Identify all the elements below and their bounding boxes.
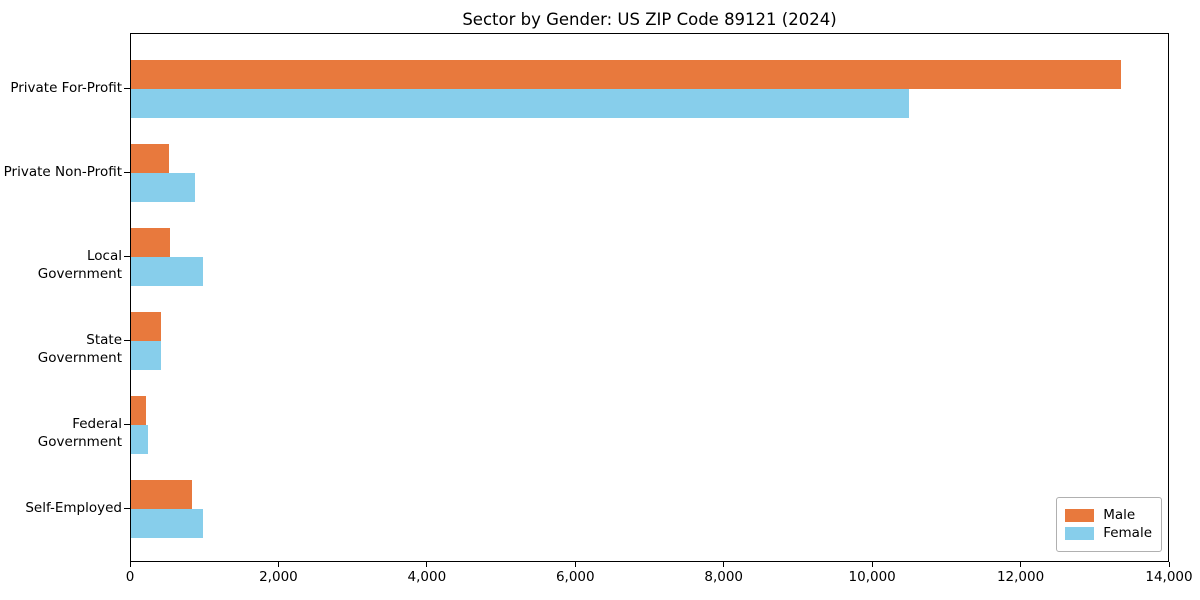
ytick-mark-federal-government bbox=[124, 424, 130, 425]
ytick-label-private-non-profit: Private Non-Profit bbox=[3, 164, 122, 180]
bar-female-federal-government bbox=[131, 425, 148, 454]
ytick-label-local-government: Local Government bbox=[37, 248, 122, 282]
chart-title: Sector by Gender: US ZIP Code 89121 (202… bbox=[462, 10, 837, 29]
xtick-label-10000: 10,000 bbox=[848, 569, 896, 585]
legend: Male Female bbox=[1056, 497, 1162, 552]
xtick-label-0: 0 bbox=[125, 569, 135, 585]
ytick-mark-self-employed bbox=[124, 508, 130, 509]
ytick-label-state-government: State Government bbox=[37, 332, 122, 366]
xtick-label-4000: 4,000 bbox=[407, 569, 447, 585]
legend-swatch-male bbox=[1065, 509, 1095, 522]
ytick-mark-state-government bbox=[124, 340, 130, 341]
bar-male-local-government bbox=[131, 228, 170, 257]
legend-swatch-female bbox=[1065, 527, 1095, 540]
xtick-label-6000: 6,000 bbox=[555, 569, 595, 585]
bar-male-federal-government bbox=[131, 396, 146, 425]
xtick-mark-12000 bbox=[1020, 562, 1022, 567]
xtick-mark-10000 bbox=[871, 562, 873, 567]
legend-label-male: Male bbox=[1103, 507, 1136, 523]
ytick-label-private-for-profit: Private For-Profit bbox=[10, 80, 122, 96]
xtick-mark-8000 bbox=[723, 562, 725, 567]
bar-female-self-employed bbox=[131, 509, 203, 538]
legend-label-female: Female bbox=[1103, 525, 1152, 541]
bar-male-self-employed bbox=[131, 480, 192, 509]
xtick-label-8000: 8,000 bbox=[704, 569, 744, 585]
bar-female-private-non-profit bbox=[131, 173, 195, 202]
bar-male-state-government bbox=[131, 312, 161, 341]
xtick-label-12000: 12,000 bbox=[996, 569, 1045, 585]
xtick-mark-14000 bbox=[1168, 562, 1170, 567]
bar-male-private-non-profit bbox=[131, 144, 169, 173]
ytick-mark-local-government bbox=[124, 256, 130, 257]
bar-female-state-government bbox=[131, 341, 162, 370]
xtick-label-14000: 14,000 bbox=[1145, 569, 1193, 585]
ytick-mark-private-non-profit bbox=[124, 172, 130, 173]
xtick-mark-4000 bbox=[426, 562, 428, 567]
ytick-mark-private-for-profit bbox=[124, 88, 130, 89]
ytick-label-self-employed: Self-Employed bbox=[25, 500, 122, 516]
ytick-label-federal-government: Federal Government bbox=[37, 416, 122, 450]
plot-area: Male Female bbox=[130, 33, 1169, 562]
xtick-mark-2000 bbox=[277, 562, 279, 567]
xtick-mark-0 bbox=[129, 562, 131, 567]
bar-male-private-for-profit bbox=[131, 60, 1121, 89]
bar-female-private-for-profit bbox=[131, 89, 909, 118]
legend-item-male: Male bbox=[1065, 508, 1152, 523]
xtick-mark-6000 bbox=[574, 562, 576, 567]
legend-item-female: Female bbox=[1065, 526, 1152, 541]
xtick-label-2000: 2,000 bbox=[259, 569, 298, 585]
bar-female-local-government bbox=[131, 257, 204, 286]
